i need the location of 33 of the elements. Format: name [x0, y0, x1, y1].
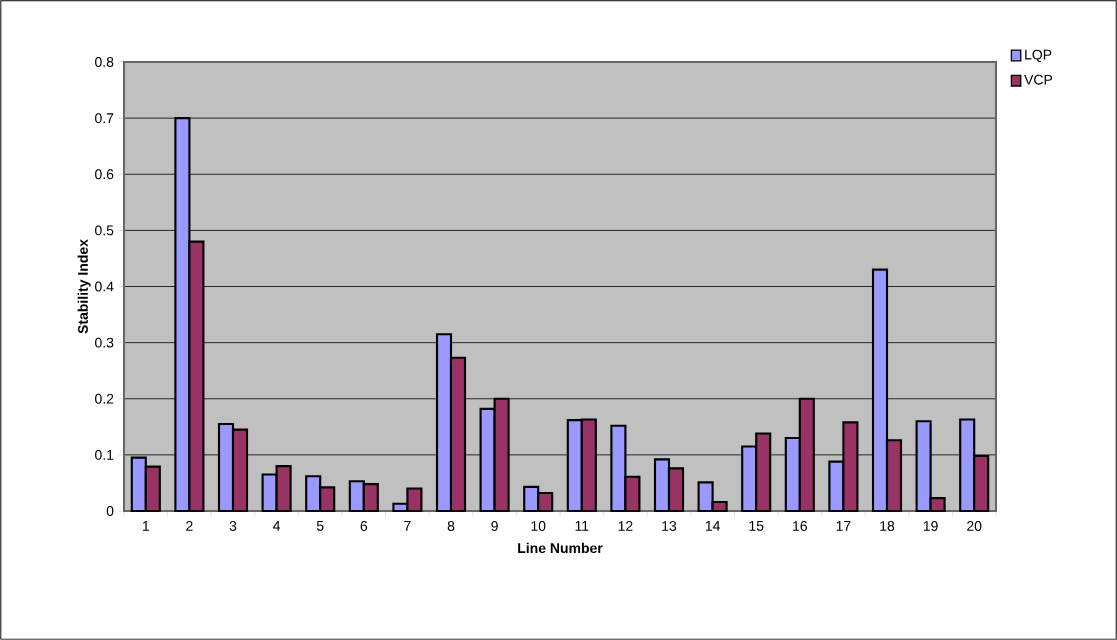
y-tick-label: 0.5	[95, 225, 114, 236]
y-tick-label: 0.4	[95, 281, 114, 292]
x-tick-label: 9	[491, 521, 498, 531]
legend-label: LQP	[1025, 49, 1052, 63]
legend-label: VCP	[1024, 74, 1053, 85]
x-tick-label: 7	[404, 521, 411, 531]
x-tick-label: 8	[447, 521, 455, 531]
x-tick-label: 5	[316, 521, 324, 531]
x-tick-label: 13	[662, 521, 677, 531]
y-tick-label: 0.8	[95, 57, 114, 67]
x-tick-label: 1	[142, 521, 149, 531]
y-tick-label: 0.2	[95, 393, 114, 404]
x-tick-label: 10	[531, 521, 546, 531]
x-tick-label: 3	[229, 521, 237, 531]
x-tick-label: 6	[360, 521, 368, 531]
x-tick-label: 4	[273, 521, 281, 531]
y-tick-label: 0.7	[95, 113, 114, 124]
y-axis-title: Stability Index	[77, 239, 91, 334]
x-tick-label: 15	[749, 521, 764, 531]
x-tick-label: 14	[705, 521, 720, 531]
x-tick-label: 2	[186, 521, 193, 531]
y-tick-label: 0.6	[95, 169, 114, 180]
y-tick-label: 0.1	[95, 449, 114, 460]
x-tick-label: 12	[618, 521, 633, 531]
x-tick-label: 20	[967, 521, 982, 531]
x-axis-title: Line Number	[518, 542, 603, 554]
x-tick-label: 16	[793, 521, 807, 531]
x-tick-label: 17	[836, 521, 851, 531]
y-tick-label: 0	[106, 506, 114, 516]
x-tick-label: 18	[880, 521, 895, 531]
y-tick-label: 0.3	[95, 337, 114, 348]
x-tick-label: 11	[575, 521, 589, 531]
x-tick-label: 19	[923, 521, 938, 531]
